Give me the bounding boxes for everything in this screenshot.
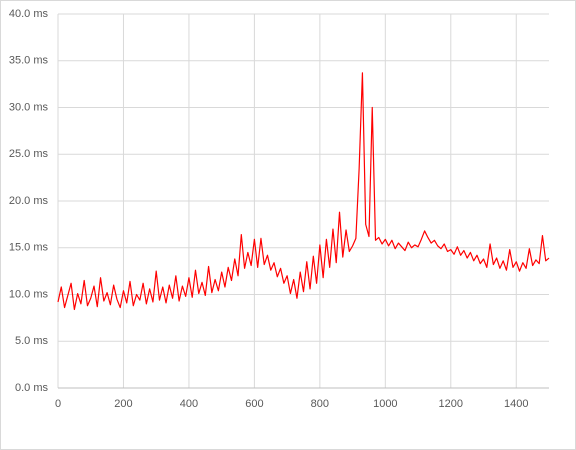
series-line — [57, 72, 550, 311]
x-tick-label: 1000 — [373, 398, 397, 410]
x-tick-label: 1400 — [504, 398, 528, 410]
y-tick-label: 5.0 ms — [15, 335, 49, 347]
y-tick-label: 10.0 ms — [9, 288, 49, 300]
y-tick-label: 40.0 ms — [9, 8, 49, 20]
x-tick-label: 800 — [311, 398, 329, 410]
x-tick-label: 200 — [114, 398, 132, 410]
x-tick-label: 400 — [180, 398, 198, 410]
y-tick-label: 0.0 ms — [15, 382, 49, 394]
x-tick-label: 1200 — [439, 398, 463, 410]
y-tick-label: 20.0 ms — [9, 195, 49, 207]
y-tick-label: 15.0 ms — [9, 242, 49, 254]
y-tick-label: 25.0 ms — [9, 148, 49, 160]
x-tick-label: 600 — [245, 398, 263, 410]
y-tick-label: 30.0 ms — [9, 101, 49, 113]
x-tick-label: 0 — [55, 398, 61, 410]
y-tick-label: 35.0 ms — [9, 55, 49, 67]
